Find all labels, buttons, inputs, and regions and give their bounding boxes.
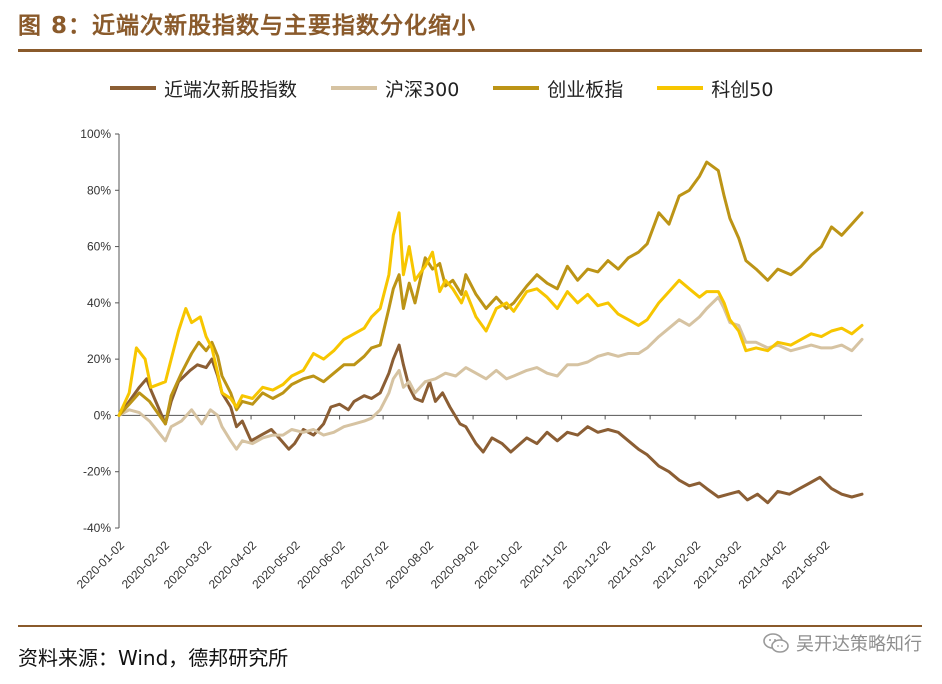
legend-swatch <box>110 86 156 90</box>
watermark-text: 吴开达策略知行 <box>796 634 922 655</box>
y-tick-label: 0% <box>94 408 112 422</box>
series-line-0 <box>117 343 864 505</box>
legend-item: 近端次新股指数 <box>110 75 297 102</box>
legend-item: 沪深300 <box>331 75 459 102</box>
series-line-2 <box>117 160 864 426</box>
y-tick-label: 100% <box>80 127 111 141</box>
y-tick-label: 40% <box>87 296 111 310</box>
legend-swatch <box>331 86 378 90</box>
legend-item: 创业板指 <box>493 75 623 102</box>
legend-label: 沪深300 <box>385 78 460 101</box>
x-tick-label: 2020-10-02 <box>471 538 525 592</box>
y-tick-label: 80% <box>87 183 111 197</box>
y-tick-label: -20% <box>83 465 111 479</box>
legend-label: 科创50 <box>711 78 774 101</box>
x-tick-label: 2021-05-02 <box>779 538 833 592</box>
y-tick-label: -40% <box>83 521 111 535</box>
chart-legend: 近端次新股指数 沪深300 创业板指 科创50 <box>110 74 807 102</box>
footer-rule <box>18 625 922 627</box>
source-note: 资料来源：Wind，德邦研究所 <box>18 646 289 670</box>
wechat-icon <box>763 633 789 653</box>
legend-label: 近端次新股指数 <box>164 78 298 101</box>
title-rule <box>18 49 922 52</box>
y-tick-label: 60% <box>87 240 111 254</box>
series-line-3 <box>117 211 864 417</box>
legend-swatch <box>657 86 704 90</box>
legend-label: 创业板指 <box>547 78 624 101</box>
line-chart: 100%80%60%40%20%0%-20%-40%2020-01-022020… <box>74 127 864 592</box>
watermark: 吴开达策略知行 <box>762 630 922 656</box>
figure-title: 图 8：近端次新股指数与主要指数分化缩小 <box>18 13 477 39</box>
legend-item: 科创50 <box>657 75 773 102</box>
y-tick-label: 20% <box>87 352 111 366</box>
legend-swatch <box>493 86 540 90</box>
